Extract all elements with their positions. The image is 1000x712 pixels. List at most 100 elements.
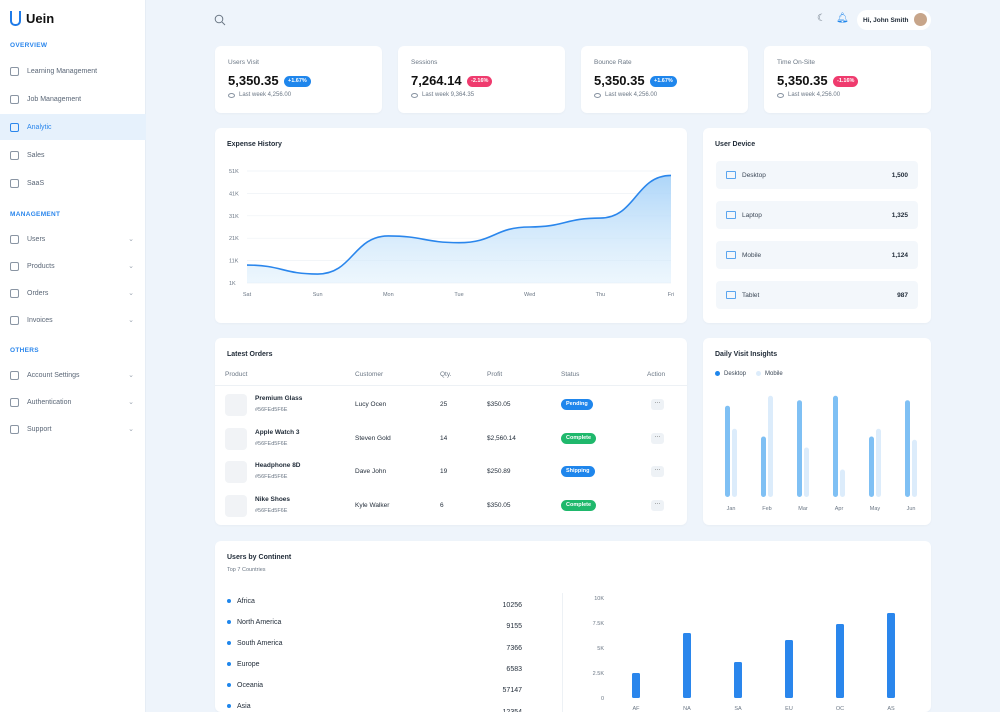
- sidebar: Uein OVERVIEW Learning Management Job Mana…: [0, 0, 146, 712]
- x-tick-label: Sun: [313, 292, 323, 298]
- continent-chart: 0 2.5K 5K 7.5K 10K AF NA SA EU OC AS: [593, 596, 895, 712]
- product-id: #56FEd5F6E: [255, 440, 288, 447]
- x-tick-label: Apr: [835, 506, 844, 512]
- sidebar-item-support[interactable]: Support ⌄: [0, 416, 146, 442]
- device-value: 987: [897, 291, 908, 299]
- grid-icon: [10, 66, 19, 76]
- stat-value: 5,350.35: [594, 73, 645, 88]
- moon-icon[interactable]: ☾: [817, 13, 826, 24]
- cell-profit: $350.05: [487, 401, 511, 408]
- device-label: Laptop: [742, 211, 762, 219]
- box-icon: [10, 261, 19, 271]
- continent-label: Africa: [237, 598, 255, 605]
- cell-profit: $350.05: [487, 501, 511, 509]
- continent-label: Europe: [237, 661, 260, 668]
- last-week-text: Last week 4,256.00: [239, 92, 292, 98]
- continent-label: North America: [237, 619, 282, 626]
- cell-qty: 19: [440, 468, 448, 475]
- avatar: [914, 13, 927, 26]
- y-tick-label: 11K: [229, 259, 239, 265]
- x-tick-label: Sat: [243, 292, 252, 298]
- headset-icon: [10, 424, 19, 434]
- bell-icon[interactable]: 🔔︎: [836, 13, 849, 24]
- product-image: [225, 494, 247, 517]
- sidebar-item-account-settings[interactable]: Account Settings ⌄: [0, 362, 146, 388]
- continent-subtitle: Top 7 Countries: [227, 567, 266, 573]
- bar: [785, 640, 793, 698]
- sidebar-item-sales[interactable]: Sales: [0, 142, 146, 168]
- user-menu[interactable]: Hi, John Smith: [857, 10, 931, 30]
- bar: [734, 662, 742, 698]
- continent-value: 6583: [506, 665, 522, 673]
- table-row: Nike Shoes #56FEd5F6E Kyle Walker 6 $350.05 C…: [215, 491, 687, 524]
- cell-customer: Lucy Ocen: [355, 401, 387, 408]
- row-action-button[interactable]: ···: [651, 466, 664, 477]
- device-row-mobile: Mobile 1,124: [716, 241, 918, 269]
- legend-swatch: [756, 371, 762, 376]
- product-name: Nike Shoes: [255, 495, 291, 503]
- bar-mobile: [732, 428, 737, 497]
- row-action-button[interactable]: ···: [651, 432, 664, 444]
- sidebar-item-analytic[interactable]: Analytic: [0, 114, 146, 140]
- stat-card: Sessions 7,264.14 -2.16% Last week 9,364.35: [398, 46, 565, 113]
- x-tick-label: Feb: [762, 506, 771, 512]
- device-label: Desktop: [742, 171, 766, 179]
- chevron-down-icon: ⌄: [128, 290, 134, 297]
- stat-card: Time On-Site 5,350.35 -1.16% Last week 4,25…: [764, 46, 931, 113]
- continent-row: South America 7366: [227, 640, 522, 652]
- column-header: Customer: [355, 371, 384, 378]
- bar: [632, 673, 640, 698]
- lock-icon: [10, 397, 19, 407]
- cell-qty: 25: [440, 401, 448, 408]
- x-tick-label: Wed: [524, 292, 535, 298]
- row-action-button[interactable]: ···: [651, 499, 664, 511]
- chart-icon: [10, 122, 19, 132]
- mobile-icon: [726, 251, 736, 259]
- column-header: Profit: [487, 371, 503, 378]
- legend-item: Desktop: [715, 371, 746, 377]
- y-tick-label: 1K: [229, 281, 236, 287]
- chevron-down-icon: ⌄: [128, 236, 134, 243]
- desktop-icon: [726, 171, 736, 179]
- search-icon[interactable]: [214, 14, 226, 26]
- chevron-down-icon: ⌄: [128, 426, 134, 433]
- sidebar-item-invoices[interactable]: Invoices ⌄: [0, 307, 146, 333]
- sidebar-item-saas[interactable]: SaaS: [0, 170, 146, 196]
- sidebar-item-label: SaaS: [27, 179, 45, 187]
- laptop-icon: [726, 211, 736, 219]
- x-tick-label: Jan: [727, 506, 736, 512]
- y-tick-label: 31K: [229, 214, 239, 220]
- status-badge: Complete: [561, 499, 597, 511]
- cell-qty: 14: [440, 434, 448, 442]
- x-tick-label: Mon: [383, 292, 394, 298]
- bar-mobile: [876, 428, 881, 497]
- daily-visit-title: Daily Visit Insights: [715, 351, 778, 358]
- device-row-laptop: Laptop 1,325: [716, 201, 918, 229]
- legend-label: Desktop: [724, 371, 747, 378]
- sidebar-item-users[interactable]: Users ⌄: [0, 226, 146, 252]
- continent-label: South America: [237, 640, 283, 647]
- cell-qty: 6: [440, 501, 444, 509]
- sidebar-item-label: Products: [27, 262, 55, 270]
- sidebar-item-products[interactable]: Products ⌄: [0, 253, 146, 279]
- continent-row: Europe 6583: [227, 661, 522, 673]
- stat-label: Sessions: [411, 59, 438, 66]
- sidebar-item-orders[interactable]: Orders ⌄: [0, 280, 146, 306]
- sidebar-item-authentication[interactable]: Authentication ⌄: [0, 389, 146, 415]
- row-action-button[interactable]: ···: [651, 399, 664, 410]
- bullet-dot: [227, 683, 231, 688]
- sidebar-item-job-management[interactable]: Job Management: [0, 86, 146, 112]
- bar-desktop: [905, 400, 910, 497]
- x-tick-label: Fri: [668, 292, 674, 298]
- y-tick-label: 2.5K: [593, 671, 605, 677]
- users-by-continent-card: Users by Continent Top 7 Countries Afric…: [215, 541, 931, 712]
- last-week-text: Last week 9,364.35: [422, 92, 475, 98]
- brand-logo[interactable]: Uein: [10, 11, 54, 26]
- sidebar-item-label: Authentication: [27, 398, 72, 406]
- device-label: Mobile: [742, 251, 762, 259]
- sidebar-item-label: Sales: [27, 151, 45, 159]
- continent-divider: [562, 593, 563, 712]
- sidebar-item-label: Learning Management: [27, 67, 98, 75]
- y-tick-label: 10K: [594, 596, 604, 602]
- sidebar-item-learning-management[interactable]: Learning Management: [0, 58, 146, 84]
